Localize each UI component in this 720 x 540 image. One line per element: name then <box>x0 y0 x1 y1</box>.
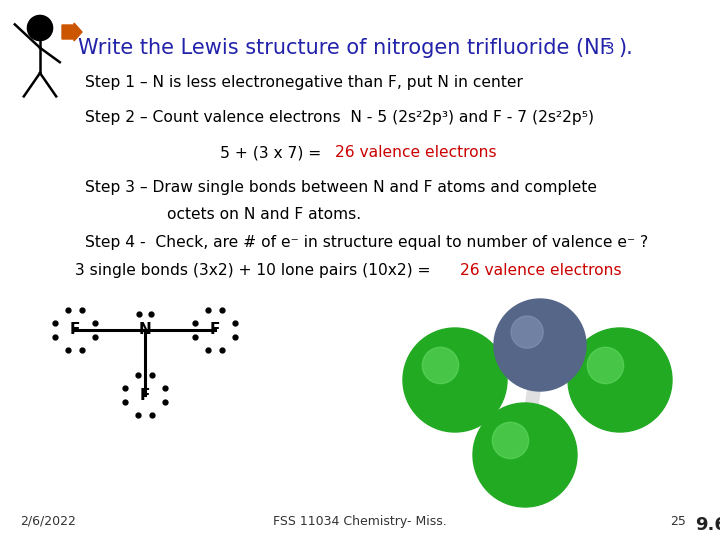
Text: 5 + (3 x 7) =: 5 + (3 x 7) = <box>220 145 326 160</box>
Text: Write the Lewis structure of nitrogen trifluoride (NF: Write the Lewis structure of nitrogen tr… <box>78 38 611 58</box>
Text: 25: 25 <box>670 515 686 528</box>
Circle shape <box>511 316 543 348</box>
Circle shape <box>422 347 459 383</box>
Circle shape <box>473 403 577 507</box>
Text: 9.6: 9.6 <box>695 516 720 534</box>
Text: Step 1 – N is less electronegative than F, put N in center: Step 1 – N is less electronegative than … <box>85 75 523 90</box>
Text: 3: 3 <box>605 42 614 57</box>
FancyArrow shape <box>62 23 82 41</box>
Text: N: N <box>139 322 151 338</box>
Text: Step 2 – Count valence electrons  N - 5 (2s²2p³) and F - 7 (2s²2p⁵): Step 2 – Count valence electrons N - 5 (… <box>85 110 594 125</box>
Circle shape <box>568 328 672 432</box>
Circle shape <box>403 328 507 432</box>
Text: 26 valence electrons: 26 valence electrons <box>460 263 621 278</box>
Text: ).: ). <box>618 38 633 58</box>
Circle shape <box>588 347 624 383</box>
Text: F: F <box>70 322 80 338</box>
Text: F: F <box>210 322 220 338</box>
Text: Step 4 -  Check, are # of e⁻ in structure equal to number of valence e⁻ ?: Step 4 - Check, are # of e⁻ in structure… <box>85 235 648 250</box>
Text: 26 valence electrons: 26 valence electrons <box>335 145 497 160</box>
Text: F: F <box>140 388 150 402</box>
Circle shape <box>492 422 528 458</box>
Circle shape <box>494 299 586 391</box>
Circle shape <box>27 16 53 40</box>
Text: octets on N and F atoms.: octets on N and F atoms. <box>167 207 361 222</box>
Text: Step 3 – Draw single bonds between N and F atoms and complete: Step 3 – Draw single bonds between N and… <box>85 180 597 195</box>
Text: 3 single bonds (3x2) + 10 lone pairs (10x2) =: 3 single bonds (3x2) + 10 lone pairs (10… <box>75 263 436 278</box>
Text: 2/6/2022: 2/6/2022 <box>20 515 76 528</box>
Text: FSS 11034 Chemistry- Miss.: FSS 11034 Chemistry- Miss. <box>273 515 447 528</box>
